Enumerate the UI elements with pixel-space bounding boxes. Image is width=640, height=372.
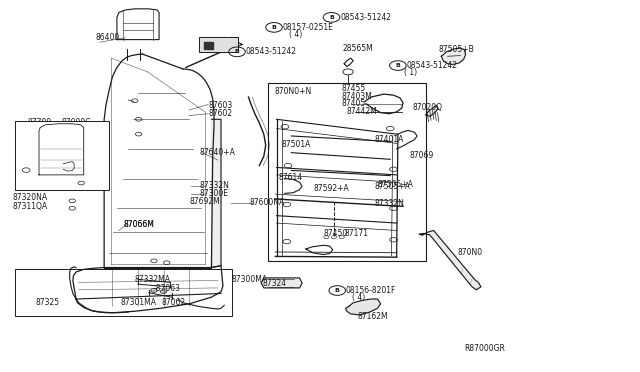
Text: B: B bbox=[234, 49, 239, 54]
Text: 87062: 87062 bbox=[162, 298, 186, 307]
Text: 870N0: 870N0 bbox=[458, 248, 483, 257]
Text: 08543-51242: 08543-51242 bbox=[340, 13, 392, 22]
Text: 87505+B: 87505+B bbox=[438, 45, 474, 54]
Text: 87300MA: 87300MA bbox=[232, 275, 268, 284]
Text: 08543-51242: 08543-51242 bbox=[407, 61, 458, 70]
Text: 87332N: 87332N bbox=[374, 199, 404, 208]
Text: 87602: 87602 bbox=[208, 109, 232, 118]
Bar bbox=[15, 121, 109, 190]
Text: ( 1): ( 1) bbox=[404, 68, 417, 77]
Bar bbox=[15, 269, 232, 317]
Text: 87332N: 87332N bbox=[200, 181, 230, 190]
Text: 87066M: 87066M bbox=[124, 221, 154, 230]
Polygon shape bbox=[346, 299, 381, 315]
Text: 87442M: 87442M bbox=[347, 107, 378, 116]
Text: 86400: 86400 bbox=[95, 33, 120, 42]
Text: 87505+A: 87505+A bbox=[378, 180, 413, 189]
Text: ( 4): ( 4) bbox=[289, 30, 303, 39]
Text: B: B bbox=[396, 63, 401, 68]
Text: 87455: 87455 bbox=[341, 84, 365, 93]
Text: 87708: 87708 bbox=[20, 170, 44, 179]
Text: 87171: 87171 bbox=[344, 229, 368, 238]
Text: 08156-8201F: 08156-8201F bbox=[346, 286, 396, 295]
Text: R87000GR: R87000GR bbox=[465, 344, 505, 353]
Bar bbox=[198, 37, 238, 52]
Polygon shape bbox=[419, 231, 481, 290]
Text: 87505+A: 87505+A bbox=[374, 182, 410, 190]
Text: 08543-51242: 08543-51242 bbox=[246, 47, 297, 56]
Text: 87000G: 87000G bbox=[61, 118, 92, 127]
Text: 87325: 87325 bbox=[36, 298, 60, 307]
Text: 87320NA: 87320NA bbox=[12, 193, 47, 202]
Polygon shape bbox=[261, 278, 302, 288]
Polygon shape bbox=[442, 48, 466, 64]
Text: B: B bbox=[335, 288, 340, 293]
Text: 87603: 87603 bbox=[208, 101, 232, 110]
Text: 87069: 87069 bbox=[410, 151, 434, 160]
Bar bbox=[268, 83, 426, 261]
Text: 87066M: 87066M bbox=[124, 221, 154, 230]
Text: 87700: 87700 bbox=[28, 118, 52, 127]
Text: 87162M: 87162M bbox=[357, 312, 388, 321]
Text: ( 4): ( 4) bbox=[352, 294, 365, 302]
Text: 87640+A: 87640+A bbox=[200, 148, 236, 157]
Text: 87405: 87405 bbox=[341, 99, 365, 108]
Text: 87300E: 87300E bbox=[200, 189, 229, 198]
Polygon shape bbox=[211, 119, 221, 267]
Text: -87063: -87063 bbox=[154, 284, 181, 293]
Text: 87649: 87649 bbox=[19, 124, 43, 133]
Text: B: B bbox=[271, 25, 276, 30]
Text: 87020Q: 87020Q bbox=[413, 103, 443, 112]
Text: 87401AA: 87401AA bbox=[31, 138, 66, 147]
Text: 87614: 87614 bbox=[278, 173, 303, 182]
Text: 87401A: 87401A bbox=[374, 135, 404, 144]
Text: 870N0+N: 870N0+N bbox=[274, 87, 311, 96]
Text: B: B bbox=[329, 15, 334, 20]
Text: 87692M: 87692M bbox=[189, 197, 220, 206]
Text: 87311QA: 87311QA bbox=[12, 202, 47, 211]
Text: 87592+A: 87592+A bbox=[314, 185, 349, 193]
Text: 87403M: 87403M bbox=[341, 92, 372, 101]
Text: 87501A: 87501A bbox=[282, 140, 311, 149]
Text: 87450: 87450 bbox=[323, 229, 348, 238]
Text: 87324: 87324 bbox=[262, 279, 287, 288]
Polygon shape bbox=[426, 105, 438, 116]
Text: 87301MA: 87301MA bbox=[121, 298, 157, 307]
Text: 28565M: 28565M bbox=[342, 44, 373, 53]
Text: 87332MA: 87332MA bbox=[135, 275, 171, 284]
Text: 87600NA: 87600NA bbox=[250, 198, 285, 207]
Bar bbox=[204, 42, 213, 49]
Text: 08157-0251E: 08157-0251E bbox=[283, 23, 334, 32]
